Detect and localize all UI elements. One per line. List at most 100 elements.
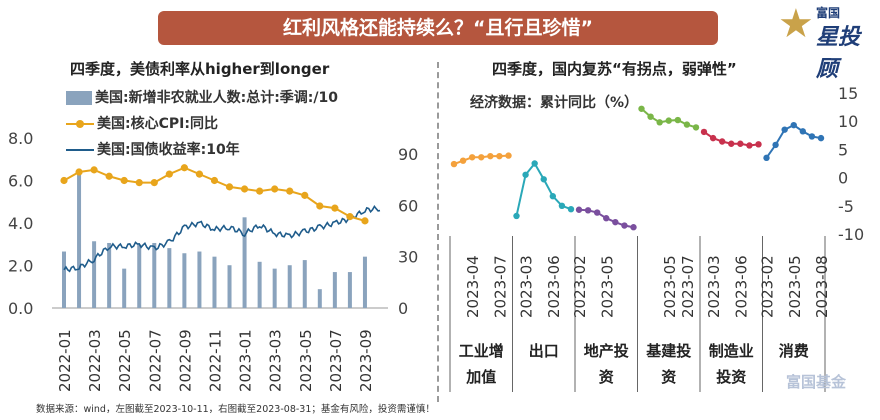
payrolls-bar [227, 265, 232, 308]
left-y-tick-label: 6.0 [8, 172, 33, 191]
left-y-tick-label: 0.0 [8, 299, 33, 318]
core-cpi-point [135, 179, 143, 187]
core-cpi-point [165, 170, 173, 178]
legend-swatch-line [66, 120, 94, 128]
core-cpi-point [240, 185, 249, 193]
category-label-line: 资 [661, 368, 677, 386]
y-tick-label: -5 [838, 197, 854, 216]
legend-swatch-line [66, 149, 94, 151]
category-label-line: 地产投 [583, 342, 629, 360]
left-y-tick-label: 2.0 [8, 257, 33, 276]
series-point [718, 138, 726, 145]
y-tick-label: 5 [838, 140, 848, 159]
series-point [567, 205, 575, 213]
core-cpi-point [286, 187, 294, 195]
payrolls-bar [257, 261, 262, 308]
right-y-tick-label: 30 [398, 248, 418, 267]
core-cpi-point [331, 204, 339, 212]
core-cpi-point [210, 176, 219, 185]
series-point [700, 128, 708, 136]
banner-title: 红利风格还能持续么？“且行且珍惜” [158, 11, 718, 45]
core-cpi-point [361, 217, 369, 225]
core-cpi-point [195, 170, 204, 178]
series-point [692, 124, 700, 131]
series-point [772, 141, 779, 149]
series-point [683, 121, 691, 128]
panel-divider [437, 62, 439, 402]
payrolls-bar [137, 244, 142, 308]
right-y-tick-label: 0 [398, 299, 408, 318]
series-point [593, 209, 601, 216]
payrolls-bar [107, 242, 112, 308]
payrolls-bar [347, 272, 352, 308]
payrolls-bar [122, 268, 127, 308]
category-label-line: 出口 [528, 342, 559, 360]
series-point [799, 128, 807, 135]
right-chart-title: 四季度，国内复苏“有拐点，弱弹性” [492, 60, 737, 78]
core-cpi-point [180, 164, 188, 172]
series-point [522, 171, 529, 178]
x-tick-label: 2023-05 [786, 255, 804, 318]
x-tick-label: 2022-07 [146, 329, 164, 392]
core-cpi-point [150, 179, 158, 187]
series-point [737, 140, 744, 147]
core-cpi-point [105, 172, 113, 180]
payrolls-bar [332, 272, 337, 308]
x-tick-label: 2022-03 [86, 329, 104, 392]
left-chart-legend: 美国:新增非农就业人数:总计:季调:/10 美国:核心CPI:同比 美国:国债收… [66, 88, 338, 166]
core-cpi-point [256, 187, 264, 195]
payrolls-bar [182, 253, 187, 308]
series-point [505, 152, 512, 159]
x-tick-label: 2022-05 [116, 329, 134, 392]
left-chart-title: 四季度，美债利率从higher到longer [70, 60, 330, 78]
legend-item-10y-yield: 美国:国债收益率:10年 [66, 140, 338, 166]
x-tick-label: 2023-06 [732, 255, 750, 318]
category-label-line: 加值 [466, 368, 497, 386]
series-point [763, 154, 770, 162]
legend-label: 美国:新增非农就业人数:总计:季调:/10 [95, 90, 338, 106]
legend-label: 美国:核心CPI:同比 [97, 116, 218, 132]
legend-label: 美国:国债收益率:10年 [97, 142, 240, 158]
watermark: 富国基金 [786, 373, 847, 391]
x-tick-label: 2023-05 [297, 329, 315, 392]
payrolls-bar [272, 268, 277, 308]
x-tick-label: 2023-03 [705, 255, 723, 318]
series-point [630, 224, 637, 231]
payrolls-bar [302, 260, 307, 308]
y-tick-label: -10 [838, 225, 864, 244]
legend-item-payrolls: 美国:新增非农就业人数:总计:季调:/10 [66, 88, 338, 114]
series-point [781, 126, 788, 133]
series-point [621, 222, 628, 229]
source-note: 数据来源：wind，左图截至2023-10-11，右图截至2023-08-31；… [36, 404, 435, 415]
series-point [790, 121, 797, 129]
series-point [513, 212, 520, 220]
series-line-6 [765, 123, 822, 159]
left-y-tick-label: 4.0 [8, 214, 33, 233]
series-point [808, 133, 816, 140]
payrolls-bar [152, 242, 157, 308]
brand-logo: ★ 富国 星投顾 [772, 2, 872, 82]
logo-brand-large: 星投顾 [816, 25, 861, 82]
payrolls-bar [287, 265, 292, 308]
x-tick-label: 2023-01 [237, 329, 255, 392]
category-label: 工业增 加值 [449, 338, 513, 390]
category-label-line: 基建投 [646, 342, 692, 360]
category-label-line: 工业增 [458, 342, 504, 360]
star-icon: ★ [778, 2, 814, 46]
category-label-line: 制造业 [708, 342, 754, 360]
x-tick-label: 2023-07 [679, 255, 697, 318]
x-tick-label: 2023-06 [545, 255, 563, 318]
legend-item-core-cpi: 美国:核心CPI:同比 [66, 114, 338, 140]
series-point [603, 215, 610, 222]
core-cpi-point [225, 183, 234, 191]
y-tick-label: 15 [838, 84, 858, 103]
series-point [459, 157, 467, 164]
right-chart-ylabel: 经济数据：累计同比（%） [470, 95, 639, 111]
y-tick-label: 10 [838, 112, 858, 131]
series-point [612, 218, 619, 226]
payrolls-bar [92, 241, 97, 308]
core-cpi-point [346, 213, 354, 221]
right-chart: 15 10 5 0 -5 -10 2023-04 2023-07 2023-03 2023-06… [449, 84, 864, 392]
right-y-tick-label: 60 [398, 196, 418, 215]
payrolls-bar [317, 289, 322, 308]
